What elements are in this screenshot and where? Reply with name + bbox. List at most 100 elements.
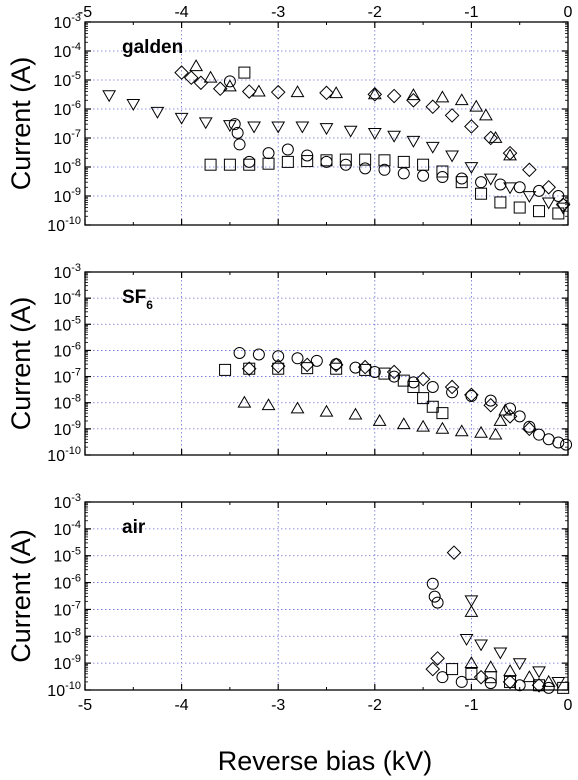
data-point-circle (513, 181, 526, 194)
data-point-square (533, 679, 546, 692)
data-point-diamond (444, 108, 460, 123)
data-point-triangle-up (454, 93, 469, 106)
data-point-diamond (415, 371, 431, 387)
data-point-triangle-down (474, 639, 488, 652)
data-point-square (397, 374, 410, 387)
data-point-circle (388, 370, 401, 383)
data-point-diamond (430, 651, 445, 666)
y-tick-exponent: -6 (71, 99, 81, 111)
data-point-diamond (183, 70, 199, 86)
y-tick-base: 10 (53, 343, 71, 360)
data-point-triangle-up (290, 85, 305, 98)
y-tick-exponent: -8 (71, 626, 81, 638)
data-point-triangle-down (503, 182, 517, 195)
data-point-triangle-up (319, 404, 334, 417)
data-point-square (281, 155, 294, 168)
data-point-circle (533, 428, 546, 441)
x-top-tick-label: -4 (174, 4, 188, 21)
data-point-circle (560, 438, 573, 451)
data-point-triangle-up (406, 88, 421, 101)
panel-0: 10-310-410-510-610-710-810-910-10-5 -4 -3-… (6, 4, 573, 235)
data-point-triangle-down (367, 127, 382, 140)
data-point-triangle-up (488, 427, 503, 440)
y-tick-exponent: -8 (71, 393, 81, 405)
y-tick-label: 10-6 (53, 340, 81, 360)
data-point-diamond (241, 361, 257, 377)
y-tick-base: 10 (53, 160, 71, 177)
data-point-circle (243, 155, 256, 168)
y-tick-base: 10 (53, 317, 71, 334)
data-point-diamond (483, 130, 499, 146)
data-point-triangle-up (261, 398, 276, 411)
y-tick-exponent: -6 (71, 340, 81, 352)
data-point-diamond (270, 84, 286, 100)
y-tick-label: 10-3 (53, 262, 81, 282)
data-point-circle (513, 679, 526, 692)
series-triangle-up (189, 59, 517, 161)
data-point-triangle-up (189, 59, 204, 72)
data-point-triangle-down (198, 117, 213, 130)
data-point-square (417, 392, 430, 405)
data-point-square (238, 66, 251, 79)
series-circle (233, 346, 573, 451)
data-point-triangle-up (478, 108, 493, 121)
data-point-triangle-down (532, 666, 546, 679)
data-point-diamond (522, 421, 537, 437)
data-point-diamond (406, 92, 421, 108)
data-point-triangle-up (329, 86, 344, 99)
data-point-diamond (241, 84, 257, 99)
x-tick-label: -1 (464, 697, 478, 714)
data-point-circle (455, 675, 468, 688)
panel-label-text: SF (122, 287, 146, 308)
data-point-square (436, 407, 449, 420)
y-tick-base: 10 (53, 73, 71, 90)
y-tick-base: 10 (53, 44, 71, 61)
x-axis-title: Reverse bias (kV) (218, 746, 433, 776)
y-tick-base: 10 (53, 131, 71, 148)
data-point-triangle-down (174, 112, 189, 125)
panel-label-text: galden (122, 37, 183, 58)
panel-label-text: air (122, 517, 146, 538)
y-tick-label: 10-7 (53, 128, 81, 148)
y-tick-base: 10 (53, 265, 71, 282)
data-point-circle (233, 138, 246, 151)
plot-frame (84, 501, 569, 691)
data-point-triangle-up (251, 84, 266, 97)
data-point-circle (494, 178, 507, 191)
data-point-square (436, 165, 449, 178)
data-point-diamond (464, 387, 479, 403)
y-tick-base: 10 (47, 218, 65, 235)
x-tick-label: 0 (564, 697, 573, 714)
data-point-square (494, 196, 507, 209)
y-tick-base: 10 (53, 522, 71, 539)
data-point-diamond (555, 197, 571, 213)
data-point-circle (446, 386, 459, 399)
y-tick-label: 10-4 (53, 41, 81, 61)
data-point-circle (523, 420, 536, 433)
y-tick-base: 10 (53, 370, 71, 387)
panels-layer: 10-310-410-510-610-710-810-910-10-5 -4 -3-… (6, 4, 573, 714)
y-tick-exponent: -10 (65, 215, 81, 227)
series-triangle-down (102, 90, 571, 215)
data-point-triangle-down (459, 633, 474, 646)
data-point-square (513, 201, 526, 214)
data-point-triangle-up (498, 403, 513, 416)
y-tick-label: 10-3 (53, 12, 81, 32)
y-tick-exponent: -7 (71, 128, 81, 140)
data-point-triangle-down (406, 135, 421, 148)
series-square (204, 66, 565, 220)
y-tick-exponent: -7 (71, 367, 81, 379)
data-point-diamond (502, 674, 518, 690)
data-point-square (262, 157, 275, 170)
data-point-diamond (541, 179, 556, 195)
y-tick-base: 10 (53, 656, 71, 673)
data-point-diamond (425, 99, 441, 115)
data-point-circle (552, 436, 565, 449)
y-tick-base: 10 (47, 683, 65, 700)
y-tick-exponent: -3 (71, 492, 81, 504)
data-point-triangle-up (464, 656, 479, 669)
y-tick-exponent: -6 (71, 573, 81, 585)
data-point-triangle-down (541, 197, 556, 210)
y-tick-base: 10 (53, 396, 71, 413)
data-point-square (552, 207, 565, 220)
